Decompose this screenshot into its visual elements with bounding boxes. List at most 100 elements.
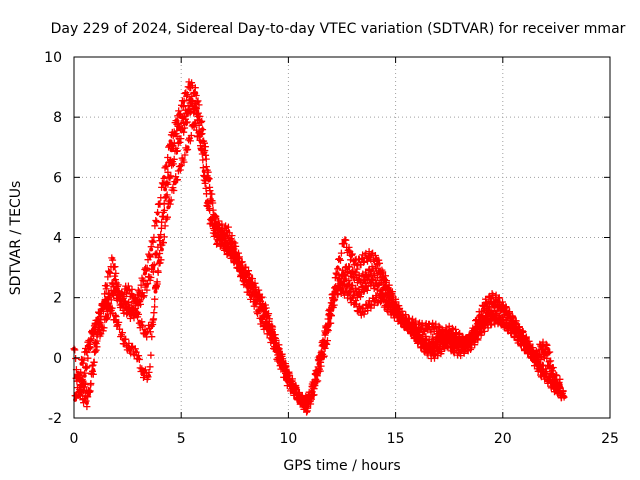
data-point bbox=[156, 259, 161, 264]
data-point bbox=[87, 391, 91, 396]
data-point bbox=[355, 262, 359, 267]
data-point bbox=[335, 265, 340, 270]
data-point bbox=[367, 253, 372, 258]
data-point bbox=[233, 259, 238, 264]
data-point bbox=[433, 343, 438, 348]
data-point bbox=[359, 310, 364, 315]
data-point bbox=[93, 343, 98, 348]
data-point bbox=[144, 283, 149, 288]
data-point bbox=[85, 343, 90, 348]
data-point bbox=[195, 109, 200, 114]
data-point bbox=[246, 289, 251, 294]
data-point bbox=[452, 337, 457, 342]
data-point bbox=[138, 298, 143, 303]
data-point bbox=[253, 301, 258, 306]
data-point bbox=[125, 310, 130, 315]
data-point bbox=[365, 304, 370, 309]
data-point bbox=[105, 313, 110, 318]
data-point bbox=[504, 322, 508, 327]
data-point bbox=[208, 217, 213, 222]
data-point bbox=[346, 292, 351, 297]
data-point bbox=[529, 352, 534, 357]
data-point bbox=[425, 325, 430, 330]
data-point bbox=[419, 325, 424, 330]
data-point bbox=[110, 256, 115, 261]
data-point bbox=[143, 331, 148, 336]
data-point bbox=[168, 139, 173, 144]
data-point bbox=[362, 286, 367, 291]
data-point bbox=[121, 337, 126, 342]
data-point bbox=[182, 115, 187, 120]
data-point bbox=[552, 373, 557, 378]
data-point bbox=[484, 316, 489, 321]
data-point bbox=[159, 247, 164, 252]
data-point bbox=[539, 343, 544, 348]
data-point bbox=[137, 319, 142, 324]
data-point bbox=[98, 331, 103, 336]
data-point bbox=[446, 334, 451, 339]
data-point bbox=[323, 343, 328, 348]
data-point bbox=[343, 277, 348, 282]
data-point bbox=[181, 100, 186, 105]
y-tick-label: 10 bbox=[44, 50, 62, 66]
x-tick-label: 5 bbox=[177, 431, 186, 447]
data-points bbox=[70, 78, 568, 416]
data-point bbox=[363, 274, 368, 279]
y-tick-label: 4 bbox=[53, 231, 62, 247]
data-point bbox=[561, 394, 566, 399]
data-point bbox=[394, 310, 399, 315]
data-point bbox=[151, 265, 156, 270]
data-point bbox=[240, 274, 245, 279]
data-point bbox=[516, 337, 521, 342]
data-point bbox=[226, 229, 231, 234]
data-point bbox=[491, 313, 496, 318]
data-point bbox=[536, 367, 541, 372]
x-tick-label: 20 bbox=[494, 431, 512, 447]
data-point bbox=[490, 295, 495, 300]
data-point bbox=[194, 91, 199, 96]
data-point bbox=[285, 379, 290, 384]
data-point bbox=[142, 271, 147, 276]
data-point bbox=[214, 238, 219, 243]
data-point bbox=[317, 367, 322, 372]
data-point bbox=[112, 277, 117, 282]
data-point bbox=[361, 256, 366, 261]
data-point bbox=[352, 301, 357, 306]
data-point bbox=[401, 319, 406, 324]
y-tick-label: 8 bbox=[53, 110, 62, 126]
data-point bbox=[370, 268, 374, 273]
data-point bbox=[202, 151, 207, 156]
data-point bbox=[349, 286, 354, 291]
data-point bbox=[414, 334, 418, 339]
data-point bbox=[187, 82, 192, 87]
y-tick-label: 6 bbox=[53, 170, 62, 186]
axis-ticks: 0 5 10 15 20 25 -2 0 2 4 6 8 10 bbox=[44, 50, 619, 447]
data-point bbox=[388, 301, 393, 306]
data-point bbox=[147, 373, 151, 378]
x-tick-label: 10 bbox=[279, 431, 297, 447]
data-point bbox=[169, 148, 174, 153]
data-point bbox=[439, 337, 444, 342]
data-point bbox=[459, 343, 463, 348]
data-point bbox=[104, 283, 109, 288]
data-point bbox=[95, 316, 100, 321]
data-point bbox=[492, 304, 497, 309]
data-point bbox=[542, 373, 547, 378]
data-point bbox=[84, 401, 89, 405]
data-point bbox=[298, 397, 303, 402]
data-point bbox=[505, 310, 510, 315]
data-point bbox=[381, 292, 386, 297]
data-point bbox=[188, 97, 193, 102]
data-point bbox=[174, 118, 179, 123]
data-point bbox=[471, 331, 476, 336]
data-point bbox=[166, 205, 171, 210]
data-point bbox=[498, 304, 503, 309]
data-point bbox=[149, 247, 154, 252]
data-point bbox=[272, 346, 277, 351]
data-point bbox=[350, 271, 355, 276]
data-point bbox=[330, 307, 335, 312]
data-point bbox=[420, 343, 425, 348]
data-point bbox=[227, 247, 232, 252]
data-point bbox=[127, 346, 132, 351]
